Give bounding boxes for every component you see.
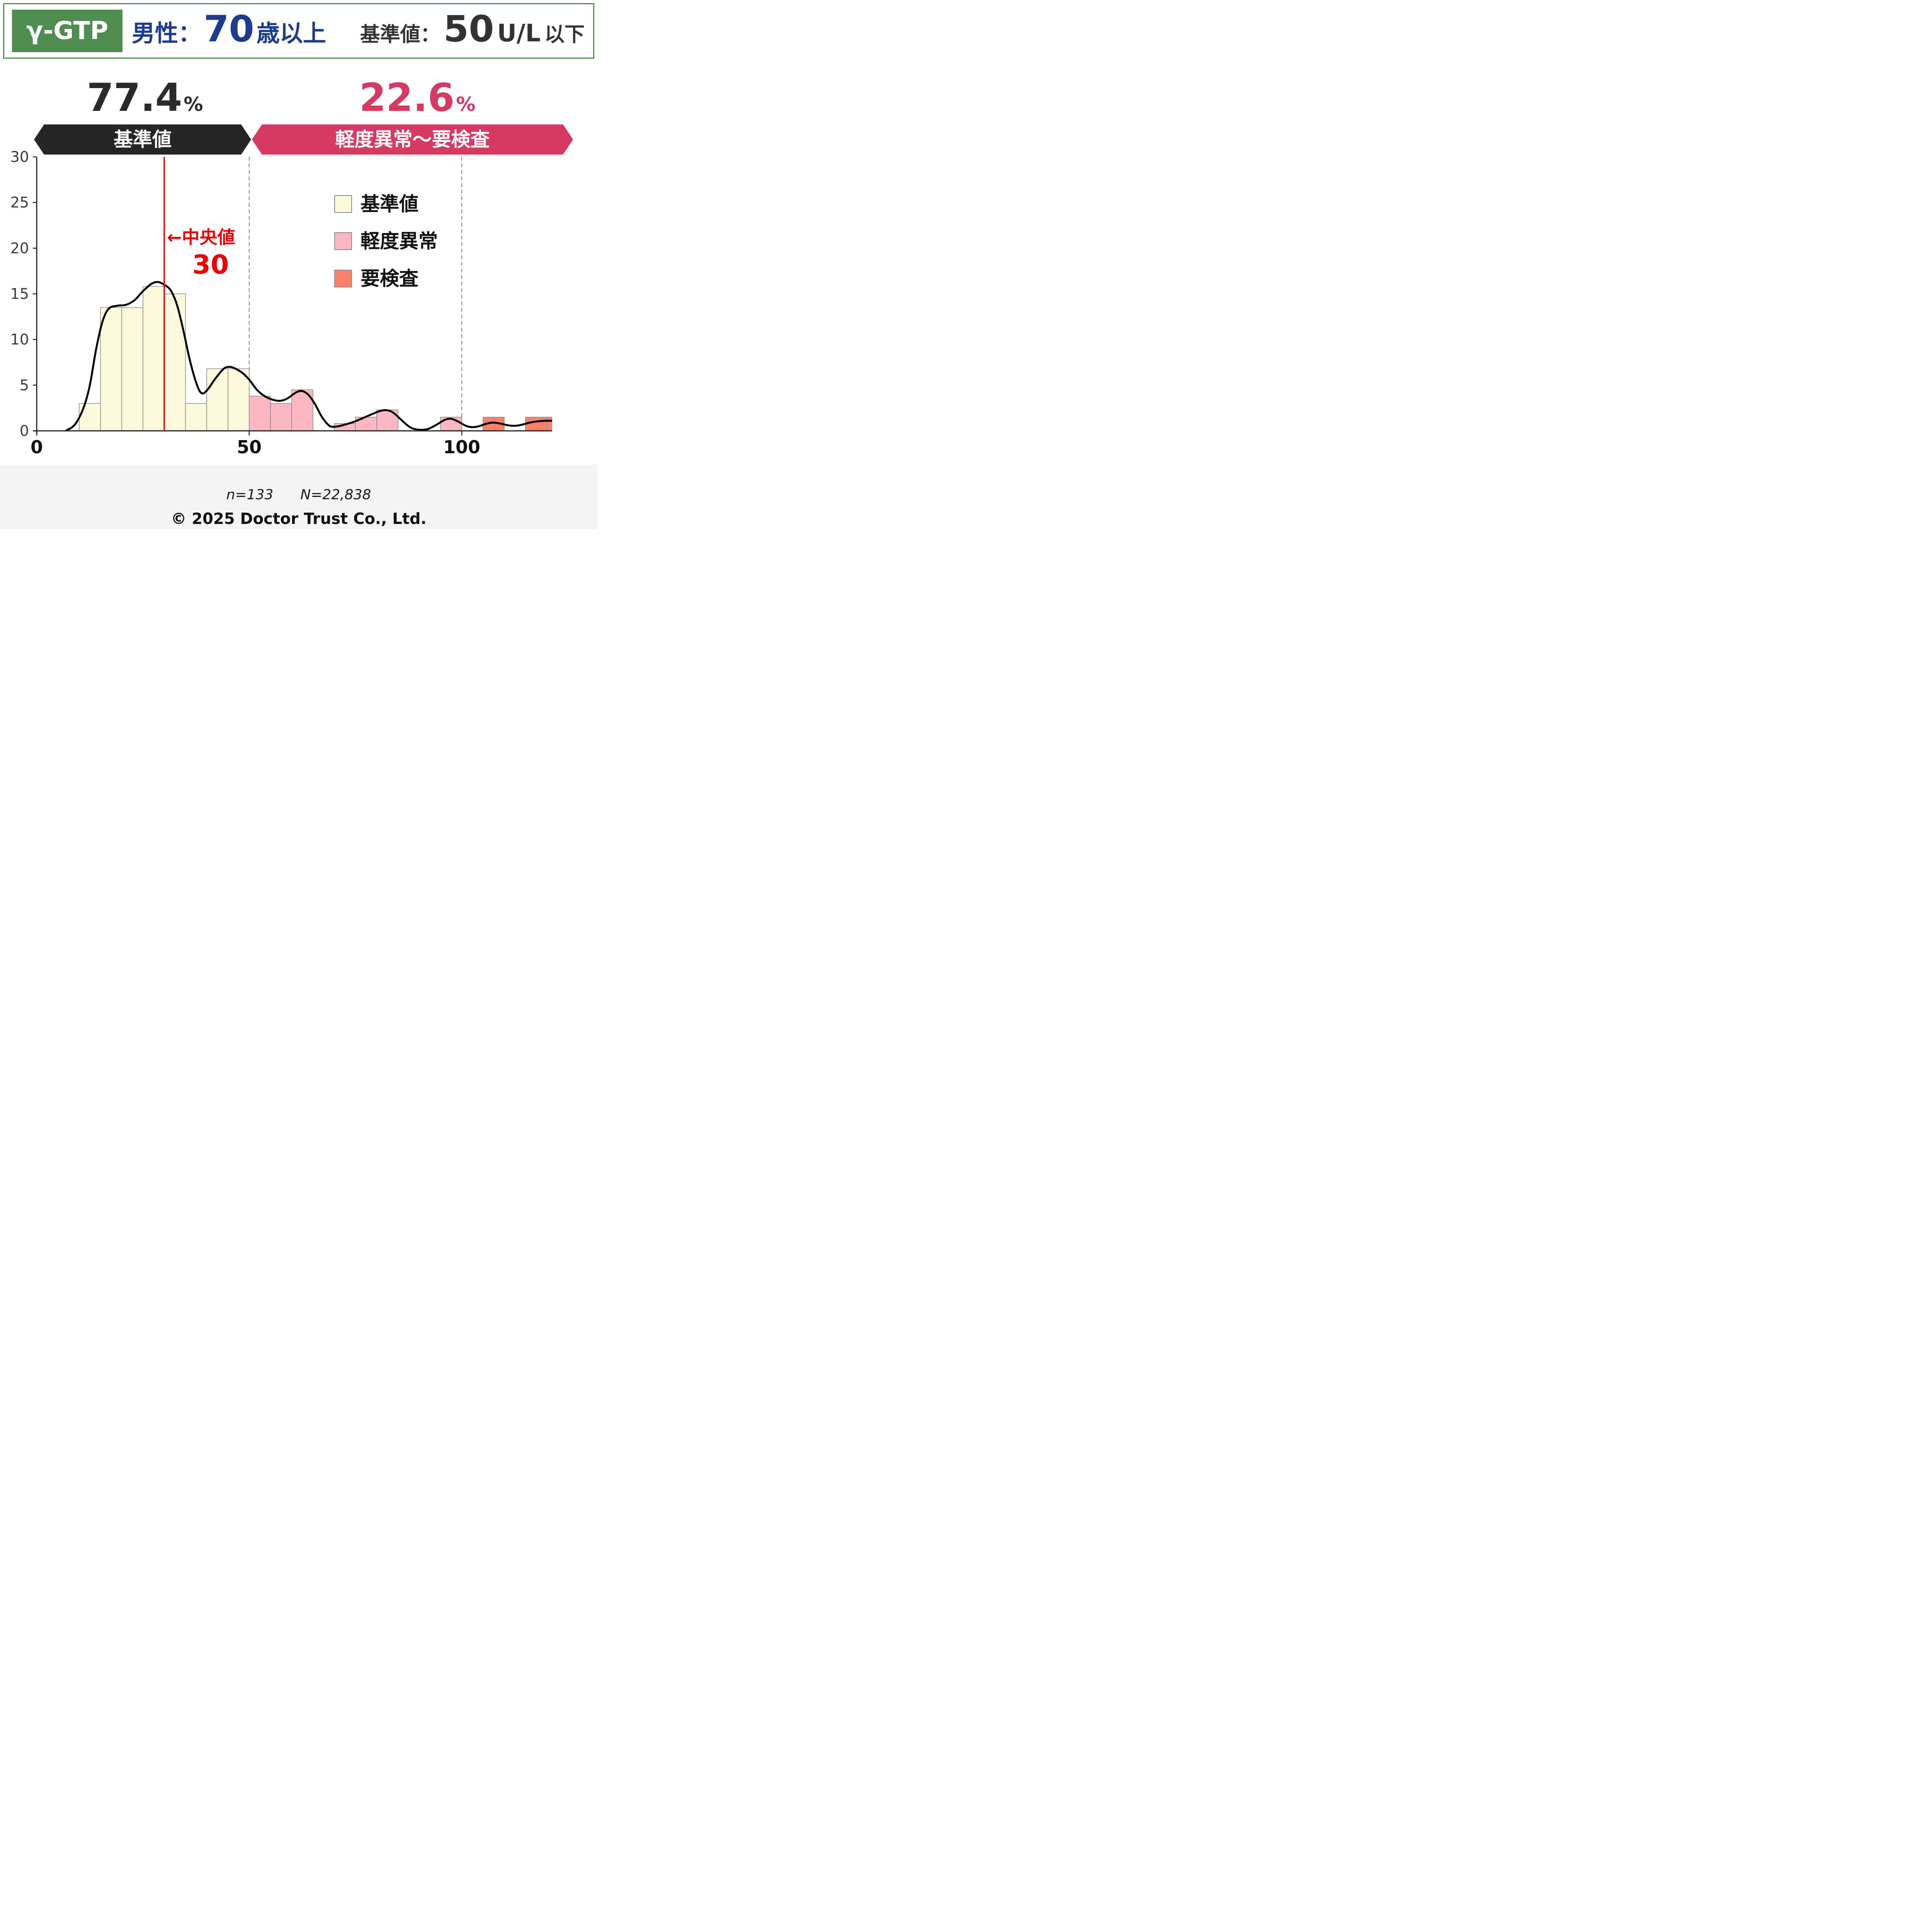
legend-swatch-exam [334,270,352,287]
footer: n=133 N=22,838 © 2025 Doctor Trust Co., … [0,464,597,529]
y-tick-label-10: 10 [10,331,29,348]
legend-swatch-normal [334,195,352,213]
legend-item-mild: 軽度異常 [334,230,438,252]
x-tick-label-100: 100 [443,437,480,457]
histogram-bar-40-45 [206,368,228,431]
legend-item-normal: 基準値 [334,193,418,215]
normal-range-banner: 基準値 [34,124,251,155]
test-name-badge: γ-GTP [12,10,122,52]
histogram-bar-35-40 [185,403,207,431]
footer-stats: n=133 N=22,838 [0,487,597,503]
y-tick-label-30: 30 [10,148,29,165]
histogram-bar-10-15 [79,403,101,431]
histogram-bar-20-25 [121,307,143,431]
histogram-bar-30-35 [164,293,186,431]
histogram-bar-25-30 [143,286,165,431]
test-name: γ-GTP [26,17,109,45]
histogram-bar-55-60 [270,403,292,431]
copyright: © 2025 Doctor Trust Co., Ltd. [171,510,427,528]
distribution-chart: 0 5 10 15 20 25 30 0 50 100 [10,148,552,457]
legend-swatch-mild [334,232,352,250]
abnormal-percentage-sign: % [456,93,476,116]
y-tick-label-15: 15 [10,286,29,303]
normal-range-banner-label: 基準値 [114,128,172,151]
subject-age: 70 [204,8,254,50]
sample-size: n=133 [226,487,274,503]
y-tick-label-5: 5 [20,377,29,394]
median-annotation: ←中央値 [167,227,235,248]
normal-percentage-sign: % [184,93,203,116]
y-tick-label-0: 0 [20,422,29,439]
histogram-bar-15-20 [100,307,122,431]
subject-group: 男性： 70 歳以上 [132,4,326,58]
histogram-bar-120-125 [546,417,552,431]
histogram-bar-75-80 [355,417,377,431]
normal-percentage: 77.4% [54,77,236,120]
x-tick-label-0: 0 [31,437,43,457]
legend-label-mild: 軽度異常 [361,230,438,252]
y-tick-label-25: 25 [10,194,29,211]
abnormal-percentage: 22.6% [328,77,506,120]
histogram-bar-115-120 [525,417,547,431]
legend-label-normal: 基準値 [361,193,418,215]
histogram-bar-45-50 [228,368,250,431]
legend-label-exam: 要検査 [361,267,418,290]
y-tick-label-20: 20 [10,240,29,257]
median-value: 30 [192,250,229,280]
normal-percentage-value: 77.4 [87,75,182,120]
kde-curve [65,281,552,431]
ref-unit: U/L [497,19,541,47]
subject-prefix: 男性： [132,20,201,47]
ref-value: 50 [443,8,494,50]
ref-label: 基準値： [360,23,440,46]
reference-range: 基準値： 50 U/L 以下 [360,4,585,58]
header: γ-GTP 男性： 70 歳以上 基準値： 50 U/L 以下 [3,3,594,59]
ref-qualifier: 以下 [544,23,585,46]
population-size: N=22,838 [300,487,371,503]
legend-item-exam: 要検査 [334,269,418,288]
x-tick-label-50: 50 [237,437,262,457]
abnormal-range-banner-label: 軽度異常〜要検査 [335,128,490,151]
page: γ-GTP 男性： 70 歳以上 基準値： 50 U/L 以下 77.4% 22.6% 基… [0,0,597,529]
histogram-bar-50-55 [249,396,271,431]
abnormal-percentage-value: 22.6 [359,75,455,120]
subject-suffix: 歳以上 [256,20,326,47]
abnormal-range-banner: 軽度異常〜要検査 [252,124,573,155]
